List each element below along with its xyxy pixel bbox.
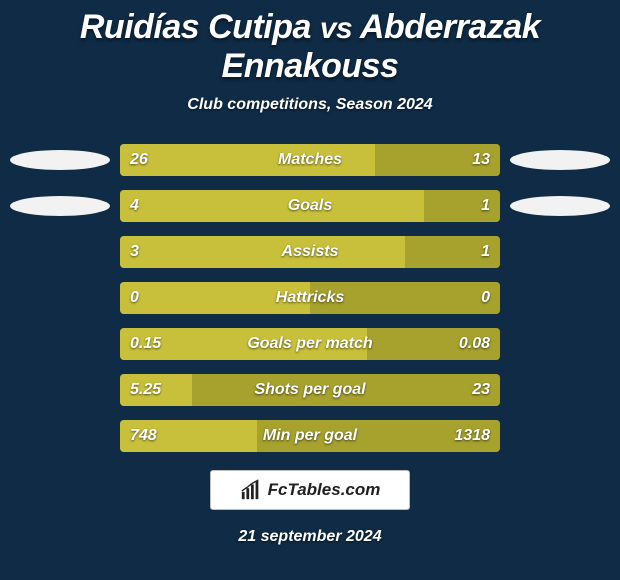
stat-bar: 748 1318 Min per goal: [120, 420, 500, 452]
player1-name: Ruidías Cutipa: [80, 8, 311, 46]
stat-label: Goals: [288, 197, 332, 215]
chart-icon: [240, 479, 262, 501]
stat-value-left: 26: [130, 151, 148, 169]
stat-bar: 26 13 Matches: [120, 144, 500, 176]
stat-label: Min per goal: [263, 427, 357, 445]
stat-bar-left: [120, 236, 405, 268]
stat-row: 0.15 0.08 Goals per match: [10, 328, 610, 360]
stat-value-left: 748: [130, 427, 157, 445]
stat-bar-left: [120, 190, 424, 222]
team-badge-right: [510, 150, 610, 170]
site-logo[interactable]: FcTables.com: [210, 470, 410, 510]
page-title: Ruidías Cutipa vs Abderrazak Ennakouss: [10, 8, 610, 86]
stat-value-left: 3: [130, 243, 139, 261]
stat-row: 0 0 Hattricks: [10, 282, 610, 314]
logo-text: FcTables.com: [268, 480, 381, 500]
team-badge-left: [10, 150, 110, 170]
stats-list: 26 13 Matches 4 1 Goals 3 1 Assists 0 0 Hattricks 0.…: [10, 144, 610, 452]
stat-bar: 0.15 0.08 Goals per match: [120, 328, 500, 360]
stat-value-right: 0.08: [459, 335, 490, 353]
stat-row: 3 1 Assists: [10, 236, 610, 268]
stat-label: Goals per match: [247, 335, 372, 353]
stat-value-right: 1: [481, 197, 490, 215]
team-badge-left: [10, 196, 110, 216]
stat-value-left: 4: [130, 197, 139, 215]
stat-row: 5.25 23 Shots per goal: [10, 374, 610, 406]
stat-label: Matches: [278, 151, 342, 169]
stat-row: 4 1 Goals: [10, 190, 610, 222]
stat-bar: 4 1 Goals: [120, 190, 500, 222]
stat-row: 748 1318 Min per goal: [10, 420, 610, 452]
stat-value-right: 1318: [454, 427, 490, 445]
date-label: 21 september 2024: [10, 528, 610, 546]
stat-label: Shots per goal: [254, 381, 365, 399]
comparison-container: Ruidías Cutipa vs Abderrazak Ennakouss C…: [0, 0, 620, 580]
stat-value-right: 23: [472, 381, 490, 399]
stat-value-right: 0: [481, 289, 490, 307]
stat-bar: 3 1 Assists: [120, 236, 500, 268]
stat-value-left: 5.25: [130, 381, 161, 399]
stat-value-right: 13: [472, 151, 490, 169]
stat-bar: 0 0 Hattricks: [120, 282, 500, 314]
vs-label: vs: [320, 12, 352, 45]
stat-bar: 5.25 23 Shots per goal: [120, 374, 500, 406]
stat-label: Hattricks: [276, 289, 344, 307]
stat-value-left: 0.15: [130, 335, 161, 353]
stat-value-right: 1: [481, 243, 490, 261]
stat-label: Assists: [282, 243, 339, 261]
stat-value-left: 0: [130, 289, 139, 307]
subtitle: Club competitions, Season 2024: [10, 96, 610, 114]
stat-row: 26 13 Matches: [10, 144, 610, 176]
team-badge-right: [510, 196, 610, 216]
